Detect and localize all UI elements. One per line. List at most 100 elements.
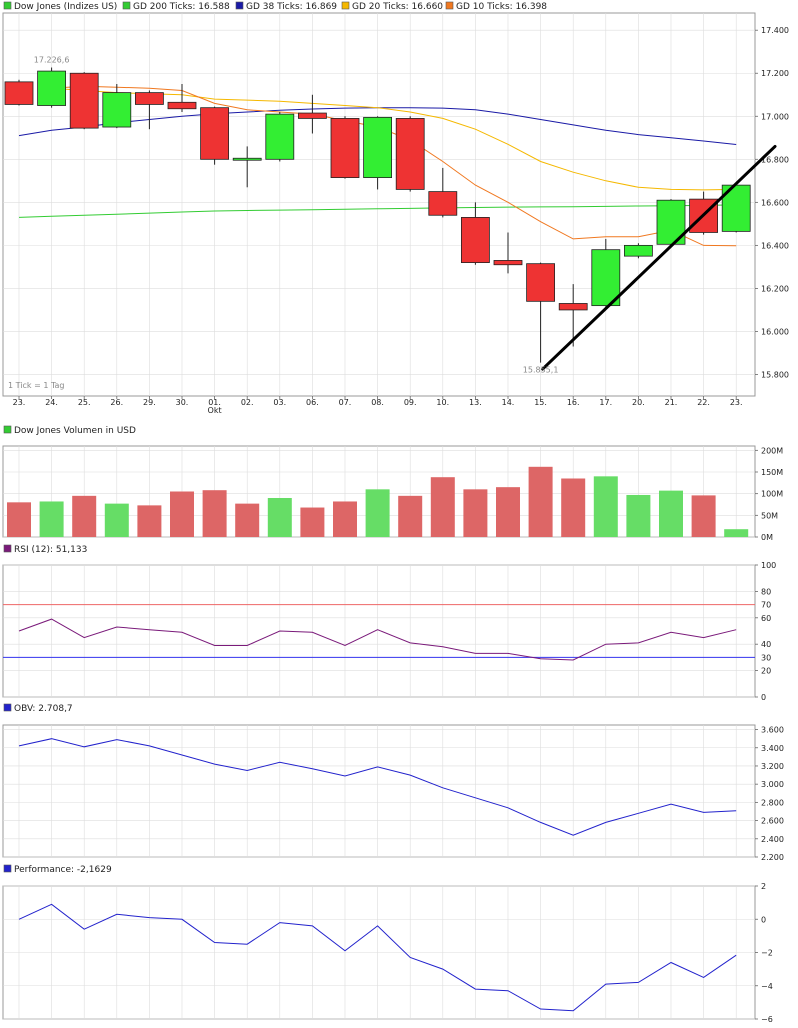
candle-body <box>558 303 588 311</box>
candle-body <box>526 263 555 302</box>
x-tick-label: 24. <box>45 398 58 407</box>
rsi-reference-label: 30 <box>761 653 771 662</box>
legend-swatch <box>235 1 244 10</box>
high-annotation: 17.226,6 <box>34 56 70 65</box>
y-tick-label: 17.400 <box>761 26 789 35</box>
y-tick-label: 16.600 <box>761 198 789 207</box>
legend-swatch <box>341 1 350 10</box>
x-tick-label: 21. <box>665 398 678 407</box>
legend-swatch <box>3 1 12 10</box>
y-tick-label: −2 <box>761 949 773 958</box>
x-tick-label: 20. <box>632 398 645 407</box>
legend-swatch <box>3 703 12 712</box>
candle-body <box>395 118 425 190</box>
y-tick-label: 3.200 <box>761 762 784 771</box>
legend-swatch <box>3 425 12 434</box>
legend-label: Dow Jones (Indizes US) <box>14 2 117 12</box>
x-tick-label: 17. <box>599 398 612 407</box>
x-tick-label: 29. <box>143 398 156 407</box>
rsi-reference-label: 70 <box>761 601 771 610</box>
legend-swatch <box>122 1 131 10</box>
y-tick-label: 60 <box>761 614 771 623</box>
y-tick-label: −6 <box>761 1015 773 1024</box>
legend-swatch <box>3 864 12 873</box>
x-tick-label: 15. <box>534 398 547 407</box>
y-tick-label: 3.000 <box>761 780 784 789</box>
y-tick-label: 15.800 <box>761 370 789 379</box>
y-tick-label: −4 <box>761 982 773 991</box>
y-tick-label: 40 <box>761 640 771 649</box>
volume-bar <box>333 501 357 537</box>
candle-body <box>232 157 262 161</box>
x-tick-label: 23. <box>13 398 26 407</box>
volume-bar <box>626 494 651 537</box>
candle-body <box>493 260 523 266</box>
volume-bar <box>365 489 390 537</box>
candle-body <box>37 70 66 106</box>
volume-bar <box>137 505 162 537</box>
y-tick-label: 20 <box>761 667 771 676</box>
legend-label: GD 10 Ticks: 16.398 <box>456 2 547 12</box>
volume-bar <box>267 498 292 537</box>
candle-body <box>265 113 295 160</box>
panel-title: Dow Jones Volumen in USD <box>14 426 136 436</box>
volume-bar <box>691 495 716 537</box>
x-tick-label: 16. <box>567 398 580 407</box>
candle-body <box>134 92 164 105</box>
volume-bar <box>104 503 129 537</box>
y-tick-label: 100M <box>761 490 783 499</box>
volume-bar <box>235 503 260 537</box>
tick-note: 1 Tick = 1 Tag <box>8 381 65 390</box>
legend-label: GD 200 Ticks: 16.588 <box>133 2 230 12</box>
y-tick-label: 0 <box>761 915 766 924</box>
volume-bar <box>72 495 97 537</box>
candle-body <box>591 249 621 307</box>
ma200-line <box>18 204 737 218</box>
x-tick-label: 09. <box>404 398 417 407</box>
x-tick-label: 07. <box>339 398 352 407</box>
y-tick-label: 0M <box>761 533 773 542</box>
panel-title: RSI (12): 51,133 <box>14 545 87 555</box>
volume-bar <box>170 491 194 537</box>
x-tick-label: 03. <box>273 398 286 407</box>
y-tick-label: 2.800 <box>761 798 784 807</box>
y-tick-label: 17.000 <box>761 112 789 121</box>
performance-line <box>18 903 737 1012</box>
y-tick-label: 16.000 <box>761 327 789 336</box>
y-tick-label: 2.200 <box>761 853 784 862</box>
candle-body <box>69 72 99 129</box>
y-tick-label: 16.400 <box>761 241 789 250</box>
x-tick-label: 13. <box>469 398 482 407</box>
y-tick-label: 16.800 <box>761 155 789 164</box>
legend-swatch <box>445 1 454 10</box>
candle-body <box>167 101 197 110</box>
y-tick-label: 3.400 <box>761 744 784 753</box>
volume-bar <box>39 501 64 537</box>
x-tick-label: 22. <box>697 398 710 407</box>
y-tick-label: 80 <box>761 587 771 596</box>
volume-bar <box>202 490 227 537</box>
candle-body <box>200 107 230 160</box>
legend-label: GD 20 Ticks: 16.660 <box>352 2 443 12</box>
volume-bar <box>463 489 488 537</box>
x-tick-label: 02. <box>241 398 254 407</box>
y-tick-label: 50M <box>761 511 778 520</box>
x-tick-label: 30. <box>176 398 189 407</box>
month-label: Okt <box>208 406 222 415</box>
x-tick-label: 25. <box>78 398 91 407</box>
x-tick-label: 08. <box>371 398 384 407</box>
x-tick-label: 26. <box>110 398 123 407</box>
rsi-line <box>18 618 737 661</box>
volume-bar <box>659 490 683 537</box>
panel-frame <box>2 724 756 858</box>
candle-body <box>656 199 686 245</box>
x-tick-label: 23. <box>730 398 743 407</box>
legend-swatch <box>3 544 12 553</box>
volume-bar <box>7 502 31 537</box>
candle-body <box>330 118 360 179</box>
y-tick-label: 200M <box>761 446 783 455</box>
volume-bar <box>561 478 586 537</box>
panel-title: Performance: -2,1629 <box>14 865 112 875</box>
